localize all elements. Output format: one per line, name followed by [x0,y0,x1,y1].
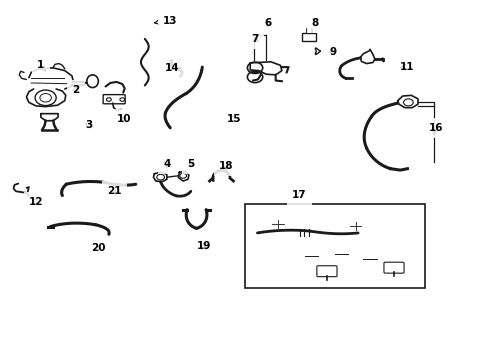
Text: 18: 18 [219,161,233,171]
Text: 3: 3 [85,120,92,130]
Text: 5: 5 [187,159,194,169]
Bar [302,33,316,41]
Text: 10: 10 [116,114,131,124]
Text: 15: 15 [226,114,241,124]
Text: 16: 16 [428,123,443,134]
Text: 17: 17 [292,190,306,200]
Text: 19: 19 [196,241,210,251]
Text: 14: 14 [164,63,179,73]
Text: 13: 13 [154,15,177,26]
Text: 2: 2 [72,85,79,95]
Text: 11: 11 [399,62,414,72]
Text: 20: 20 [91,243,105,253]
Text: 8: 8 [311,18,318,28]
Bar [245,204,424,288]
Text: 6: 6 [264,18,270,28]
Text: 4: 4 [163,159,170,169]
Text: 9: 9 [328,47,336,57]
Text: 1: 1 [37,60,45,71]
Text: 7: 7 [251,34,258,44]
Text: 12: 12 [29,197,43,207]
Text: 21: 21 [107,186,121,196]
